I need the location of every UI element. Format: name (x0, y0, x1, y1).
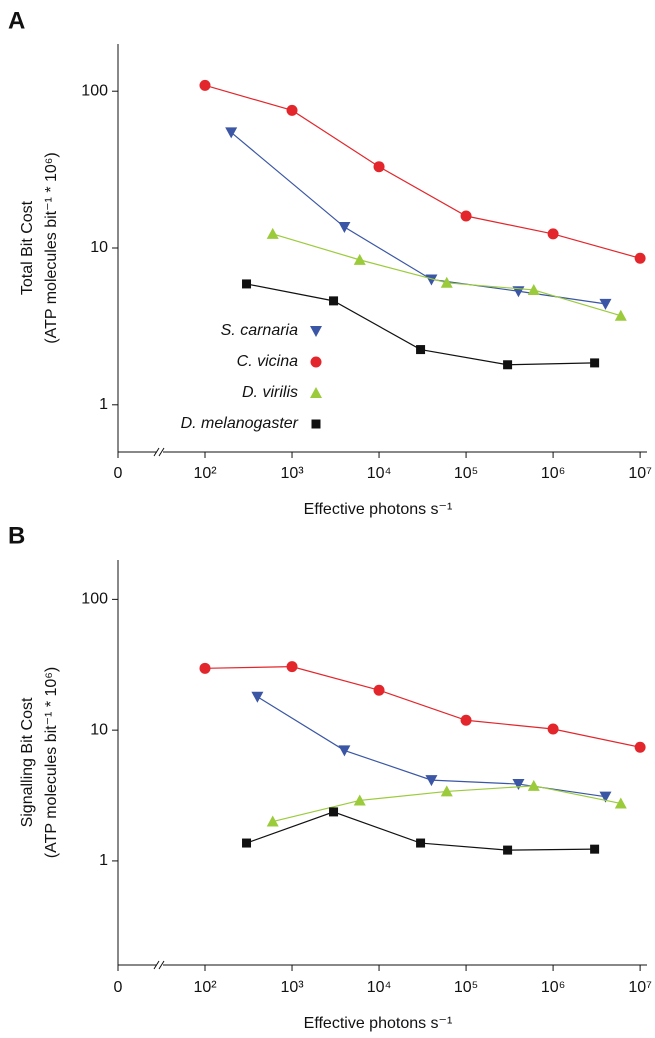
x-tick-label: 10⁴ (367, 465, 392, 482)
marker (460, 210, 472, 222)
panel-label: A (8, 7, 25, 34)
marker (634, 741, 646, 753)
marker (527, 779, 540, 791)
marker (373, 161, 385, 173)
marker (599, 791, 612, 803)
marker (242, 838, 252, 848)
chart-panel: A 1 10 100 0 10² 10³ 10⁴ 10⁵ 10⁶ 10⁷ Effective phot… (8, 7, 652, 518)
marker (440, 276, 453, 288)
marker (425, 775, 438, 787)
x-tick-label: 10⁷ (628, 979, 652, 996)
marker (634, 252, 646, 264)
x-tick-label: 10⁵ (454, 979, 478, 996)
marker (527, 283, 540, 295)
marker (440, 785, 453, 797)
marker (329, 807, 339, 817)
marker (425, 274, 438, 286)
marker (373, 684, 385, 696)
x-tick-label: 10³ (280, 979, 304, 996)
legend-marker (310, 387, 322, 398)
marker (416, 838, 426, 848)
x-tick-label: 10⁷ (628, 465, 652, 482)
marker (199, 79, 211, 91)
x-tick-label: 10² (193, 465, 217, 482)
legend-label: D. melanogaster (181, 415, 299, 432)
axis-break (153, 960, 165, 970)
x-tick-label: 10⁶ (541, 979, 565, 996)
legend-label: D. virilis (242, 384, 298, 401)
y-tick-label: 10 (90, 239, 108, 256)
y-axis-label: (ATP molecules bit⁻¹ * 10⁶) (43, 667, 60, 858)
marker (460, 714, 472, 726)
y-tick-label: 100 (81, 591, 108, 608)
marker (512, 779, 525, 791)
marker (503, 360, 513, 370)
legend-marker (310, 356, 322, 368)
chart-panel: B 1 10 100 0 10² 10³ 10⁴ 10⁵ 10⁶ 10⁷ Effective phot… (8, 522, 652, 1032)
y-tick-label: 100 (81, 82, 108, 99)
marker (266, 815, 279, 827)
x-tick-label: 10³ (280, 465, 304, 482)
y-tick-label: 1 (99, 396, 108, 413)
marker (547, 228, 559, 240)
marker (614, 309, 627, 321)
marker (286, 661, 298, 673)
x-axis-label: Effective photons s⁻¹ (304, 501, 453, 518)
y-axis-label: Signalling Bit Cost (19, 697, 36, 827)
marker (503, 845, 513, 855)
series-line (272, 233, 621, 317)
legend-marker (311, 419, 321, 429)
panel-label: B (8, 522, 25, 549)
marker (242, 279, 252, 289)
marker (590, 844, 600, 854)
series-line (230, 131, 606, 305)
marker (266, 227, 279, 239)
legend-label: S. carnaria (221, 322, 298, 339)
marker (329, 296, 339, 306)
marker (338, 745, 351, 757)
x-tick-label: 0 (114, 979, 123, 996)
marker (225, 127, 238, 139)
series-line (204, 666, 641, 748)
marker (353, 253, 366, 265)
legend-label: C. vicina (237, 353, 298, 370)
x-tick-label: 10⁵ (454, 465, 478, 482)
marker (547, 723, 559, 735)
x-tick-label: 10⁶ (541, 465, 565, 482)
y-axis-label: Total Bit Cost (19, 200, 36, 295)
x-tick-label: 0 (114, 465, 123, 482)
y-tick-label: 1 (99, 852, 108, 869)
x-tick-label: 10² (193, 979, 217, 996)
legend-marker (310, 326, 322, 337)
y-axis-label: (ATP molecules bit⁻¹ * 10⁶) (43, 152, 60, 343)
marker (599, 298, 612, 310)
y-tick-label: 10 (90, 721, 108, 738)
marker (251, 691, 264, 703)
x-tick-label: 10⁴ (367, 979, 392, 996)
axis-break (153, 447, 165, 457)
marker (590, 358, 600, 368)
marker (286, 104, 298, 116)
series-line (204, 84, 641, 259)
marker (614, 797, 627, 809)
marker (199, 662, 211, 674)
marker (416, 345, 426, 355)
marker (338, 222, 351, 234)
x-axis-label: Effective photons s⁻¹ (304, 1015, 453, 1032)
marker (353, 794, 366, 806)
